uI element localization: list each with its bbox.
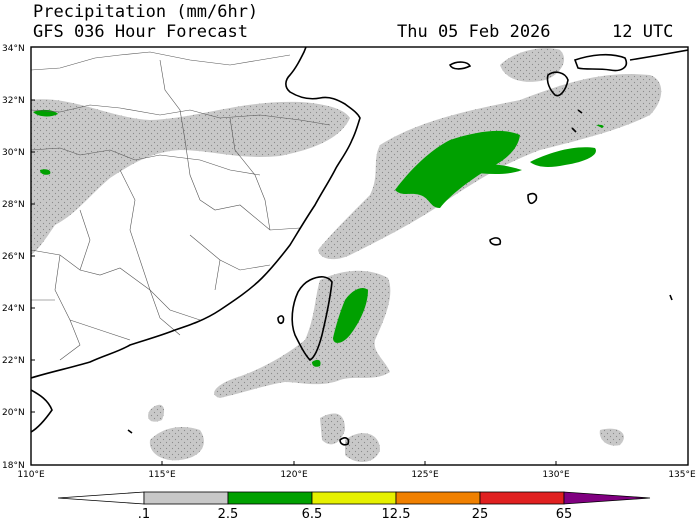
lon-label: 115°E [148,470,176,480]
longitude-labels: 110°E 115°E 120°E 125°E 130°E 135°E [17,470,696,480]
lat-label: 28°N [2,200,25,210]
colorbar-segment [227,491,313,505]
lon-label: 120°E [280,470,308,480]
lon-label: 125°E [411,470,439,480]
lat-label: 32°N [2,96,25,106]
forecast-label: GFS 036 Hour Forecast [33,22,248,42]
colorbar-segment [479,491,565,505]
colorbar-segment [395,491,481,505]
province-borders [31,51,331,361]
colorbar-upper-extension [563,491,651,505]
colorbar-segment [143,491,229,505]
latitude-labels: 34°N 32°N 30°N 28°N 26°N 24°N 22°N 20°N … [2,44,25,471]
lat-label: 30°N [2,148,25,158]
coastlines [31,47,688,446]
lon-label: 130°E [542,470,570,480]
lat-label: 34°N [2,44,25,54]
lat-label: 24°N [2,304,25,314]
colorbar-label: .1 [137,507,151,522]
valid-date: Thu 05 Feb 2026 [397,22,551,42]
lon-label: 135°E [668,470,696,480]
valid-time: 12 UTC [612,22,674,42]
light-precip-areas [31,48,662,462]
lat-label: 18°N [2,461,25,471]
colorbar-label: 65 [555,507,573,522]
colorbar-label: 2.5 [217,507,239,522]
colorbar-segment [311,491,397,505]
colorbar-label: 25 [471,507,489,522]
colorbar [57,491,651,505]
colorbar-label: 6.5 [301,507,323,522]
colorbar-label: 12.5 [381,507,411,522]
lon-label: 110°E [17,470,45,480]
map-title: Precipitation (mm/6hr) [33,2,259,22]
lat-label: 20°N [2,408,25,418]
lat-label: 22°N [2,356,25,366]
moderate-precip-areas [33,109,604,367]
map-frame [30,46,689,466]
lat-label: 26°N [2,252,25,262]
colorbar-lower-extension [57,491,145,505]
